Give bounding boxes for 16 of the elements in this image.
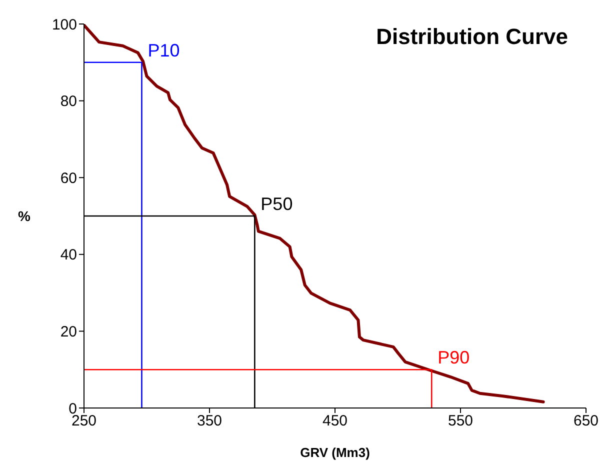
- y-tick-label: 40: [60, 246, 77, 264]
- y-tick-label: 100: [52, 16, 77, 34]
- series-label: P90: [438, 348, 470, 368]
- y-axis-title: %: [18, 208, 31, 224]
- chart-title: Distribution Curve: [375, 24, 568, 50]
- x-axis-title: GRV (Mm3): [300, 445, 370, 460]
- y-tick-label: 80: [60, 93, 77, 110]
- series-label: P50: [260, 194, 293, 214]
- x-tick-label: 650: [573, 412, 599, 430]
- x-tick-label: 450: [322, 412, 348, 430]
- y-tick-label: 60: [60, 170, 77, 187]
- x-tick-label: 550: [448, 412, 474, 430]
- x-tick-label: 250: [71, 412, 97, 430]
- x-tick-label: 350: [196, 412, 222, 430]
- series-label: P10: [148, 40, 180, 60]
- y-tick-label: 20: [60, 324, 77, 341]
